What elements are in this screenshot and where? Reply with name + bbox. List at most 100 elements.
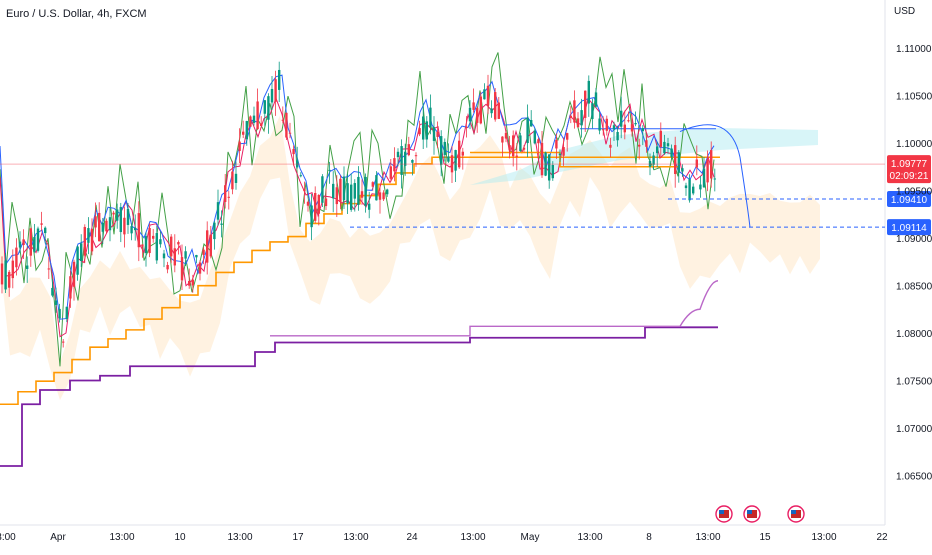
candle-body — [267, 96, 270, 120]
x-tick-label: Apr — [50, 532, 66, 543]
candle-body — [321, 176, 324, 203]
candle-body — [652, 155, 655, 165]
candle-body — [62, 341, 65, 343]
candle-body — [15, 247, 18, 268]
candle-body — [468, 107, 472, 122]
candle-body — [591, 103, 594, 119]
candle-body — [335, 187, 338, 205]
candle-body — [184, 251, 187, 259]
candle-body — [623, 124, 626, 133]
candle-body — [191, 279, 194, 286]
candle-body — [504, 132, 508, 139]
candle-body — [530, 120, 533, 127]
candle-body — [688, 179, 691, 201]
candle-body — [580, 110, 583, 126]
candle-body — [483, 89, 486, 100]
y-tick-label: 1.10500 — [896, 92, 932, 103]
x-tick-label: 3:00 — [0, 532, 16, 543]
candle-body — [638, 144, 641, 147]
candle-body — [519, 135, 522, 152]
candle-body — [249, 116, 252, 127]
purple-step-line — [0, 326, 718, 467]
candle-body — [306, 201, 310, 206]
candle-body — [393, 158, 396, 172]
candle-body — [368, 203, 371, 210]
candle-body — [22, 239, 25, 246]
candle-body — [400, 146, 403, 175]
candle-body — [476, 108, 479, 123]
candle-body — [522, 147, 526, 150]
candle-body — [288, 132, 292, 134]
x-tick-label: 8 — [646, 532, 652, 543]
y-tick-label: 1.08000 — [896, 329, 932, 340]
candle-body — [378, 192, 382, 200]
candle-body — [94, 216, 97, 228]
price-level-label: 1.09114 — [891, 223, 927, 234]
candle-body — [584, 90, 587, 118]
flag-canton — [719, 510, 724, 514]
candle-body — [620, 110, 623, 127]
candle-body — [594, 92, 598, 107]
candle-body — [317, 195, 320, 214]
candle-body — [666, 143, 670, 147]
candle-body — [602, 129, 605, 131]
candle-body — [422, 116, 425, 140]
candle-body — [382, 192, 385, 200]
candle-body — [508, 145, 511, 150]
candle-body — [432, 127, 436, 141]
x-tick-label: 13:00 — [343, 532, 368, 543]
candle-body — [713, 178, 716, 180]
x-tick-label: 13:00 — [577, 532, 602, 543]
y-tick-label: 1.10000 — [896, 139, 932, 150]
candle-body — [51, 287, 54, 296]
candle-body — [234, 173, 238, 183]
candle-body — [544, 152, 547, 176]
candle-body — [479, 96, 482, 124]
candle-body — [220, 223, 223, 225]
candle-body — [238, 141, 241, 151]
candle-body — [566, 133, 569, 140]
candle-body — [116, 209, 119, 221]
candle-body — [692, 186, 695, 194]
candle-body — [494, 92, 497, 120]
candle-body — [274, 79, 277, 102]
candle-body — [490, 108, 493, 114]
y-tick-label: 1.08500 — [896, 282, 932, 293]
candle-body — [126, 208, 130, 225]
candle-body — [90, 228, 94, 252]
projection-line — [580, 124, 751, 228]
candle-body — [40, 223, 43, 225]
candle-body — [371, 182, 374, 187]
candle-body — [609, 144, 612, 148]
candle-body — [396, 151, 400, 158]
candle-body — [386, 189, 389, 195]
candle-body — [497, 102, 500, 119]
chart-title: Euro / U.S. Dollar, 4h, FXCM — [6, 8, 147, 20]
candle-body — [670, 148, 673, 157]
candle-body — [80, 243, 83, 261]
candle-body — [558, 153, 562, 156]
candle-body — [350, 184, 353, 210]
candle-body — [296, 160, 299, 168]
candle-body — [213, 222, 216, 240]
candle-body — [0, 263, 4, 285]
candle-body — [411, 159, 414, 163]
candle-body — [87, 228, 90, 243]
candle-body — [4, 260, 7, 290]
candle-body — [414, 155, 418, 157]
candle-body — [281, 119, 284, 121]
candle-body — [26, 265, 29, 269]
candle-body — [209, 234, 212, 257]
ichimoku-cloud-orange — [0, 115, 820, 401]
candle-body — [458, 140, 461, 168]
candle-body — [407, 144, 410, 156]
candle-body — [112, 212, 115, 215]
candle-body — [72, 261, 76, 287]
candle-body — [65, 306, 68, 319]
candle-body — [36, 228, 40, 251]
candle-body — [332, 183, 335, 199]
candle-body — [170, 236, 173, 257]
candle-body — [515, 155, 518, 157]
